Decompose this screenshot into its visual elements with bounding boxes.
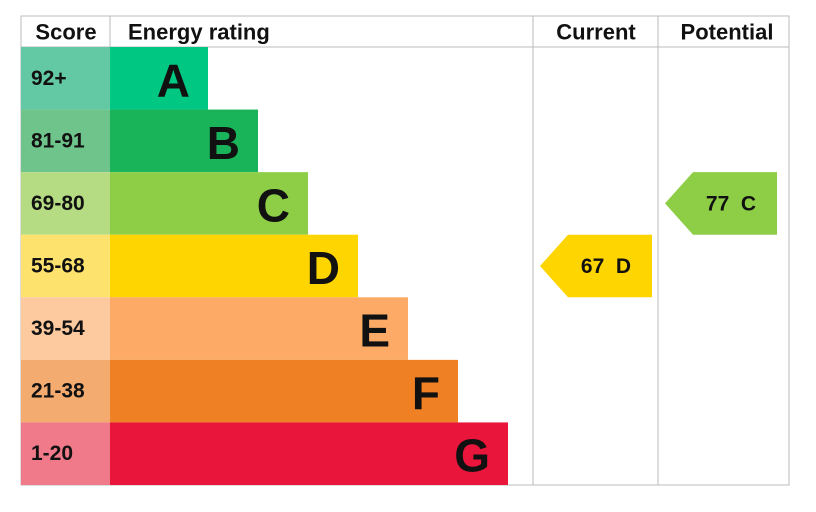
- score-cell: [21, 172, 110, 235]
- score-range: 55-68: [31, 255, 85, 278]
- rating-bar: [110, 234, 358, 298]
- rating-bar: [110, 47, 208, 110]
- score-range: 69-80: [31, 192, 85, 215]
- rating-bar: [110, 172, 308, 235]
- rating-letter: E: [359, 305, 390, 357]
- rating-bar: [110, 422, 508, 485]
- header-potential: Potential: [681, 20, 774, 45]
- rating-letter: G: [454, 430, 490, 482]
- potential-band: C: [741, 192, 756, 215]
- score-range: 21-38: [31, 380, 85, 403]
- potential-arrow: [665, 172, 777, 235]
- score-cell: [21, 47, 110, 110]
- rating-letter: F: [412, 367, 440, 419]
- current-band: D: [616, 255, 631, 278]
- rating-bar: [110, 297, 408, 360]
- header-current: Current: [556, 20, 636, 45]
- score-cell: [21, 422, 110, 485]
- score-range: 39-54: [31, 317, 85, 340]
- rating-letter: D: [307, 242, 340, 294]
- score-cell: [21, 297, 110, 360]
- rating-letter: A: [157, 54, 190, 106]
- score-range: 92+: [31, 67, 67, 90]
- current-arrow: [540, 234, 652, 298]
- score-cell: [21, 234, 110, 298]
- rating-letter: C: [257, 179, 290, 231]
- header-rating: Energy rating: [128, 20, 270, 45]
- rating-bar: [110, 109, 258, 173]
- current-score: 67: [581, 255, 604, 278]
- score-cell: [21, 109, 110, 173]
- rating-bar: [110, 359, 458, 423]
- current-label: 67 D: [581, 255, 631, 278]
- potential-label: 77 C: [706, 192, 756, 215]
- score-range: 81-91: [31, 129, 85, 152]
- rating-letter: B: [207, 117, 240, 169]
- potential-score: 77: [706, 192, 729, 215]
- score-range: 1-20: [31, 442, 73, 465]
- score-cell: [21, 359, 110, 423]
- header-score: Score: [35, 20, 96, 45]
